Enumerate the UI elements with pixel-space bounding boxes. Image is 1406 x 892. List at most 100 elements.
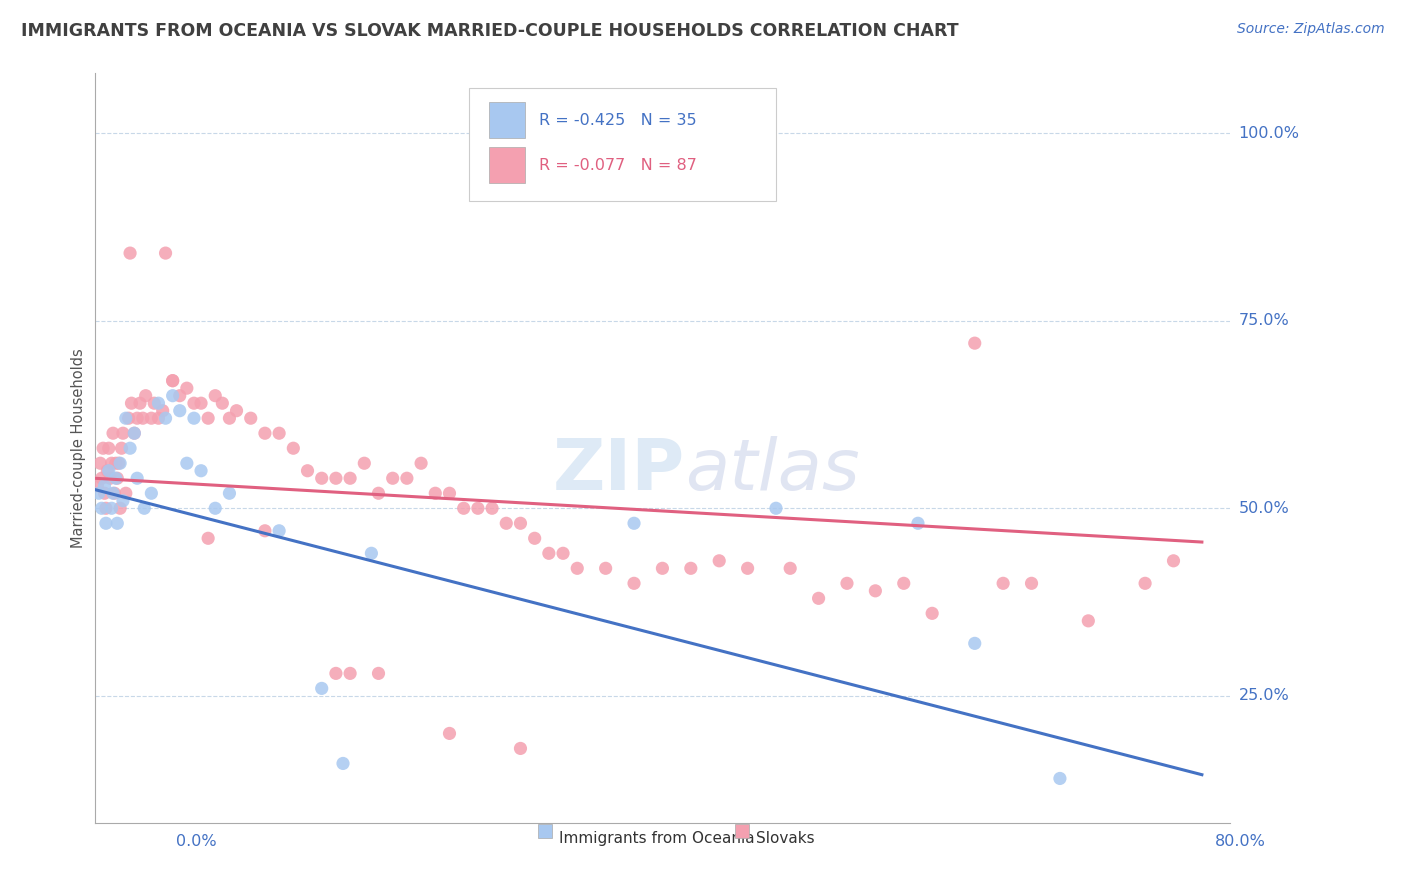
Text: 50.0%: 50.0% <box>1239 500 1289 516</box>
Point <box>395 471 418 485</box>
Point <box>135 389 157 403</box>
Point <box>117 411 139 425</box>
Point <box>143 396 166 410</box>
Point <box>807 591 830 606</box>
Point <box>104 471 127 485</box>
Point <box>523 531 546 545</box>
Point <box>176 456 198 470</box>
Text: 0.0%: 0.0% <box>176 834 217 849</box>
Point <box>96 464 118 478</box>
Point <box>963 636 986 650</box>
Point <box>283 442 305 455</box>
Point <box>141 486 163 500</box>
Point <box>425 486 447 500</box>
Point <box>439 726 461 740</box>
Point <box>495 516 517 531</box>
Point <box>204 501 226 516</box>
Point <box>97 464 120 478</box>
Point <box>169 389 191 403</box>
Point <box>124 426 146 441</box>
Point <box>105 516 128 531</box>
Point <box>90 471 112 485</box>
Point <box>765 501 787 516</box>
Point <box>87 486 110 500</box>
Point <box>101 486 124 500</box>
Point <box>1133 576 1156 591</box>
Point <box>551 546 574 560</box>
Point <box>148 396 170 410</box>
Point <box>155 411 177 425</box>
Point <box>453 501 475 516</box>
Text: IMMIGRANTS FROM OCEANIA VS SLOVAK MARRIED-COUPLE HOUSEHOLDS CORRELATION CHART: IMMIGRANTS FROM OCEANIA VS SLOVAK MARRIE… <box>21 22 959 40</box>
Point <box>679 561 702 575</box>
Point <box>94 516 117 531</box>
Point <box>339 666 361 681</box>
Point <box>86 479 108 493</box>
Text: Immigrants from Oceania: Immigrants from Oceania <box>560 831 755 847</box>
Point <box>360 546 382 560</box>
Point <box>169 403 191 417</box>
Point <box>893 576 915 591</box>
Point <box>253 524 276 538</box>
Point <box>332 756 354 771</box>
Point <box>409 456 432 470</box>
Point <box>865 583 887 598</box>
Point <box>481 501 503 516</box>
Point <box>537 546 560 560</box>
Point <box>103 486 125 500</box>
Point <box>1049 772 1071 786</box>
Point <box>367 486 389 500</box>
Point <box>107 456 129 470</box>
Text: Source: ZipAtlas.com: Source: ZipAtlas.com <box>1237 22 1385 37</box>
Text: ZIP: ZIP <box>553 436 685 505</box>
Point <box>155 246 177 260</box>
Point <box>1021 576 1043 591</box>
Point <box>162 389 184 403</box>
Point <box>204 389 226 403</box>
Point <box>111 493 134 508</box>
Point <box>127 411 149 425</box>
Point <box>651 561 673 575</box>
Point <box>269 524 291 538</box>
Point <box>595 561 617 575</box>
Point <box>311 681 333 696</box>
Point <box>97 442 120 455</box>
Point <box>89 456 111 470</box>
Point <box>129 396 152 410</box>
Point <box>93 479 115 493</box>
Point <box>963 336 986 351</box>
Point <box>623 516 645 531</box>
Point <box>104 456 127 470</box>
Point <box>127 471 149 485</box>
Point <box>325 471 347 485</box>
Point <box>120 246 142 260</box>
Point <box>132 411 155 425</box>
Text: R = -0.077   N = 87: R = -0.077 N = 87 <box>538 158 696 173</box>
Point <box>90 501 112 516</box>
FancyBboxPatch shape <box>489 147 524 183</box>
Text: Slovaks: Slovaks <box>756 831 814 847</box>
Point <box>100 456 122 470</box>
Point <box>183 411 205 425</box>
FancyBboxPatch shape <box>470 88 776 201</box>
Text: 25.0%: 25.0% <box>1239 689 1289 704</box>
Point <box>835 576 858 591</box>
Point <box>190 396 212 410</box>
Point <box>108 501 131 516</box>
Point <box>991 576 1014 591</box>
Point <box>218 411 240 425</box>
Point <box>509 741 531 756</box>
Point <box>921 607 943 621</box>
Point <box>225 403 247 417</box>
Point <box>709 554 731 568</box>
Point <box>311 471 333 485</box>
Point <box>152 403 174 417</box>
Point <box>162 374 184 388</box>
Point <box>1163 554 1185 568</box>
Point <box>439 486 461 500</box>
Point <box>367 666 389 681</box>
FancyBboxPatch shape <box>489 103 524 138</box>
Point <box>197 411 219 425</box>
Point <box>190 464 212 478</box>
Point <box>737 561 759 575</box>
